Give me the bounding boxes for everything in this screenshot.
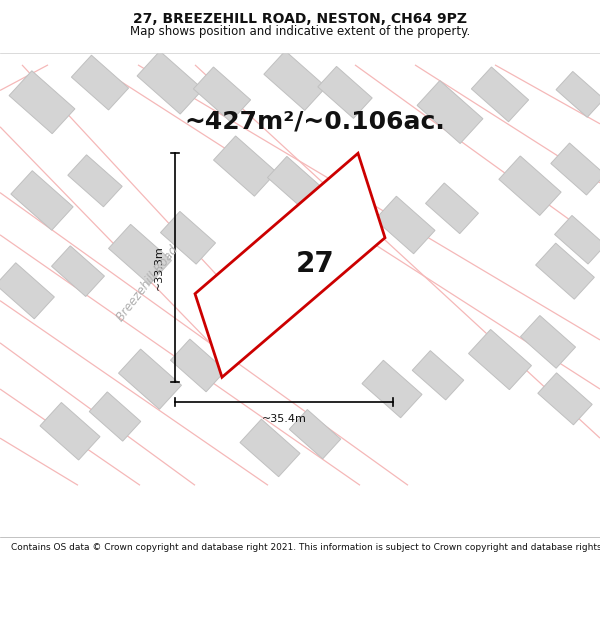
Polygon shape: [289, 409, 341, 459]
Polygon shape: [425, 183, 478, 234]
Polygon shape: [412, 351, 464, 400]
Polygon shape: [11, 171, 73, 230]
Polygon shape: [268, 156, 323, 209]
Text: Contains OS data © Crown copyright and database right 2021. This information is : Contains OS data © Crown copyright and d…: [11, 543, 600, 552]
Text: Map shows position and indicative extent of the property.: Map shows position and indicative extent…: [130, 25, 470, 38]
Polygon shape: [362, 360, 422, 418]
Polygon shape: [536, 243, 595, 299]
Polygon shape: [195, 153, 385, 378]
Polygon shape: [160, 211, 215, 264]
Text: ~427m²/~0.106ac.: ~427m²/~0.106ac.: [185, 110, 445, 134]
Polygon shape: [264, 51, 326, 111]
Polygon shape: [240, 419, 300, 477]
Text: Breezehill Road: Breezehill Road: [115, 244, 181, 324]
Polygon shape: [52, 246, 104, 296]
Text: ~35.4m: ~35.4m: [262, 414, 307, 424]
Polygon shape: [375, 196, 435, 254]
Polygon shape: [193, 67, 251, 122]
Polygon shape: [472, 67, 529, 122]
Polygon shape: [214, 136, 277, 196]
Polygon shape: [137, 51, 203, 114]
Polygon shape: [40, 402, 100, 460]
Text: 27: 27: [296, 250, 334, 278]
Polygon shape: [71, 55, 128, 110]
Polygon shape: [499, 156, 561, 216]
Polygon shape: [119, 349, 181, 409]
Polygon shape: [469, 329, 532, 389]
Polygon shape: [89, 392, 141, 441]
Polygon shape: [554, 216, 600, 264]
Polygon shape: [551, 143, 600, 195]
Polygon shape: [109, 224, 172, 284]
Polygon shape: [538, 373, 592, 425]
Polygon shape: [417, 81, 483, 144]
Polygon shape: [556, 71, 600, 118]
Polygon shape: [170, 339, 226, 392]
Polygon shape: [0, 262, 55, 319]
Polygon shape: [68, 155, 122, 207]
Polygon shape: [520, 316, 575, 368]
Text: 27, BREEZEHILL ROAD, NESTON, CH64 9PZ: 27, BREEZEHILL ROAD, NESTON, CH64 9PZ: [133, 12, 467, 26]
Polygon shape: [318, 66, 372, 118]
Text: ~33.3m: ~33.3m: [154, 246, 164, 290]
Polygon shape: [9, 71, 75, 134]
